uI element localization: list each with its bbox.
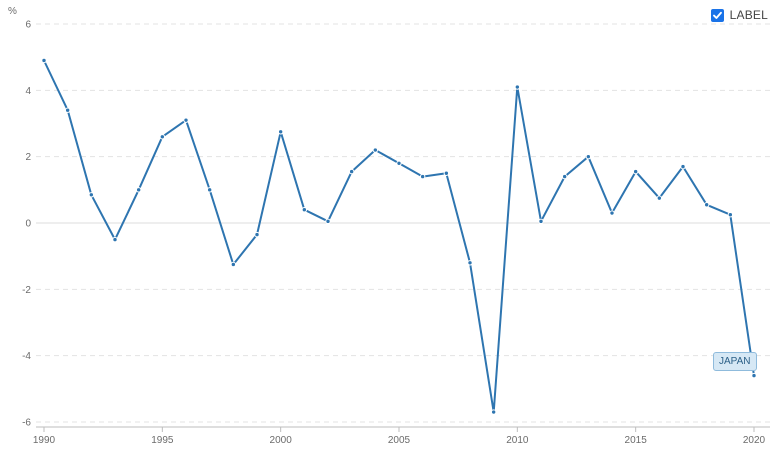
y-tick-label: 6 xyxy=(25,20,31,31)
x-tick-label: 2005 xyxy=(388,435,411,446)
data-point[interactable] xyxy=(277,129,284,135)
data-point[interactable] xyxy=(609,210,615,216)
data-point[interactable] xyxy=(443,170,450,176)
data-point[interactable] xyxy=(348,168,355,175)
series-line-japan[interactable] xyxy=(43,60,755,414)
x-tick-label: 1995 xyxy=(151,435,174,446)
y-tick-label: 0 xyxy=(25,219,31,230)
x-tick-label: 2000 xyxy=(270,435,293,446)
series-name-tag: JAPAN xyxy=(713,351,757,371)
checkbox-checked-icon[interactable] xyxy=(710,8,724,22)
data-point[interactable] xyxy=(490,409,497,415)
y-tick-label: 4 xyxy=(25,86,31,97)
data-point[interactable] xyxy=(680,163,686,170)
data-point[interactable] xyxy=(301,207,308,213)
data-point[interactable] xyxy=(514,84,521,90)
data-point[interactable] xyxy=(703,202,710,208)
data-point[interactable] xyxy=(538,218,544,225)
y-tick-label: 2 xyxy=(25,152,31,163)
x-tick-label: 2010 xyxy=(506,435,529,446)
data-point[interactable] xyxy=(751,372,757,379)
data-point[interactable] xyxy=(159,134,166,140)
data-point[interactable] xyxy=(325,218,331,225)
data-point[interactable] xyxy=(254,231,260,238)
data-point[interactable] xyxy=(183,117,189,123)
grid-lines xyxy=(36,23,770,428)
data-point[interactable] xyxy=(632,168,639,175)
x-tick-label: 1990 xyxy=(33,435,56,446)
x-tick-label: 2015 xyxy=(625,435,648,446)
legend-label: LABEL xyxy=(729,8,768,22)
data-point[interactable] xyxy=(656,195,663,201)
y-axis-unit-label: % xyxy=(8,6,17,17)
data-point[interactable] xyxy=(372,147,379,153)
x-tick-label: 2020 xyxy=(743,435,766,446)
data-point[interactable] xyxy=(88,192,95,198)
y-tick-label: -6 xyxy=(22,418,31,429)
data-point[interactable] xyxy=(230,261,237,268)
data-point[interactable] xyxy=(64,107,71,113)
data-point[interactable] xyxy=(467,260,473,266)
data-point[interactable] xyxy=(206,187,213,193)
y-axis-ticks: 6 4 2 0 -2 -4 -6 xyxy=(22,20,31,429)
data-points xyxy=(41,57,757,415)
data-point[interactable] xyxy=(396,160,402,167)
data-point[interactable] xyxy=(561,173,568,180)
data-point[interactable] xyxy=(41,57,47,64)
data-point[interactable] xyxy=(727,212,734,218)
data-point[interactable] xyxy=(419,173,426,180)
x-axis-ticks: 1990 1995 2000 2005 2010 2015 2020 xyxy=(33,427,766,446)
y-tick-label: -2 xyxy=(22,285,31,296)
legend-toggle[interactable]: LABEL xyxy=(710,8,768,22)
y-tick-label: -4 xyxy=(22,351,31,362)
data-point[interactable] xyxy=(135,187,142,193)
data-point[interactable] xyxy=(112,236,118,243)
data-point[interactable] xyxy=(585,153,592,160)
